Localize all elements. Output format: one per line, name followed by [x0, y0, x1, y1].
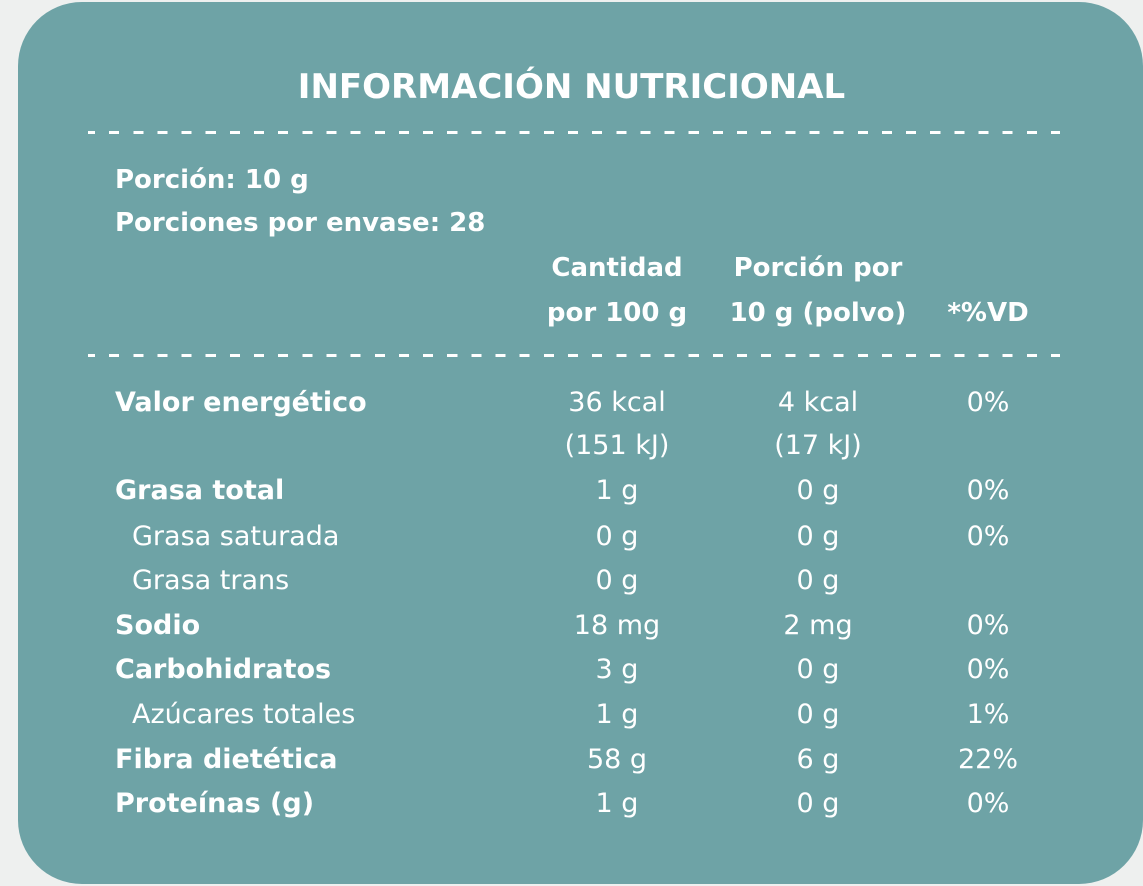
cell-value: 58 g: [586, 744, 648, 775]
cell-value: 4 kcal: [777, 387, 859, 418]
cell-value: 0%: [966, 387, 1010, 418]
cell-value: 18 mg: [573, 610, 661, 641]
cell-value: 0 g: [796, 654, 840, 685]
row-label: Carbohidratos: [115, 654, 332, 685]
cell-value: 1 g: [595, 788, 639, 819]
sub-row-label: Grasa saturada: [132, 521, 340, 552]
cell-value: 0%: [966, 610, 1010, 641]
sub-row-label: Grasa trans: [132, 565, 290, 596]
column-header: por 100 g: [546, 298, 688, 328]
divider: [88, 354, 1060, 357]
cell-value: 36 kcal: [568, 387, 666, 418]
cell-value: 0 g: [595, 521, 639, 552]
cell-value: 2 mg: [783, 610, 853, 641]
cell-value: 0%: [966, 788, 1010, 819]
row-label: Fibra dietética: [115, 744, 338, 775]
divider: [88, 131, 1060, 134]
cell-value: 0 g: [796, 788, 840, 819]
column-header: *%VD: [947, 298, 1029, 328]
row-label: Proteínas (g): [115, 788, 315, 819]
sub-row-label: Azúcares totales: [132, 699, 356, 730]
nutrition-panel: [18, 2, 1143, 884]
cell-value: (17 kJ): [774, 430, 862, 461]
cell-value: 1 g: [595, 475, 639, 506]
cell-value: 1 g: [595, 699, 639, 730]
cell-value: 0 g: [796, 475, 840, 506]
cell-value: 0 g: [796, 699, 840, 730]
cell-value: 0%: [966, 475, 1010, 506]
cell-value: 3 g: [595, 654, 639, 685]
cell-value: 0 g: [595, 565, 639, 596]
column-header: Porción por: [733, 253, 903, 283]
cell-value: 0%: [966, 521, 1010, 552]
cell-value: 22%: [957, 744, 1018, 775]
cell-value: 0 g: [796, 565, 840, 596]
row-label: Grasa total: [115, 475, 285, 506]
serving-line: Porción: 10 g: [115, 165, 309, 195]
cell-value: 0%: [966, 654, 1010, 685]
column-header: Cantidad: [551, 253, 683, 283]
serving-line: Porciones por envase: 28: [115, 208, 486, 238]
cell-value: 1%: [966, 699, 1010, 730]
title: INFORMACIÓN NUTRICIONAL: [297, 67, 846, 107]
cell-value: 6 g: [796, 744, 840, 775]
cell-value: 0 g: [796, 521, 840, 552]
row-label: Valor energético: [115, 387, 367, 418]
row-label: Sodio: [115, 610, 201, 641]
column-header: 10 g (polvo): [729, 298, 907, 328]
cell-value: (151 kJ): [564, 430, 670, 461]
